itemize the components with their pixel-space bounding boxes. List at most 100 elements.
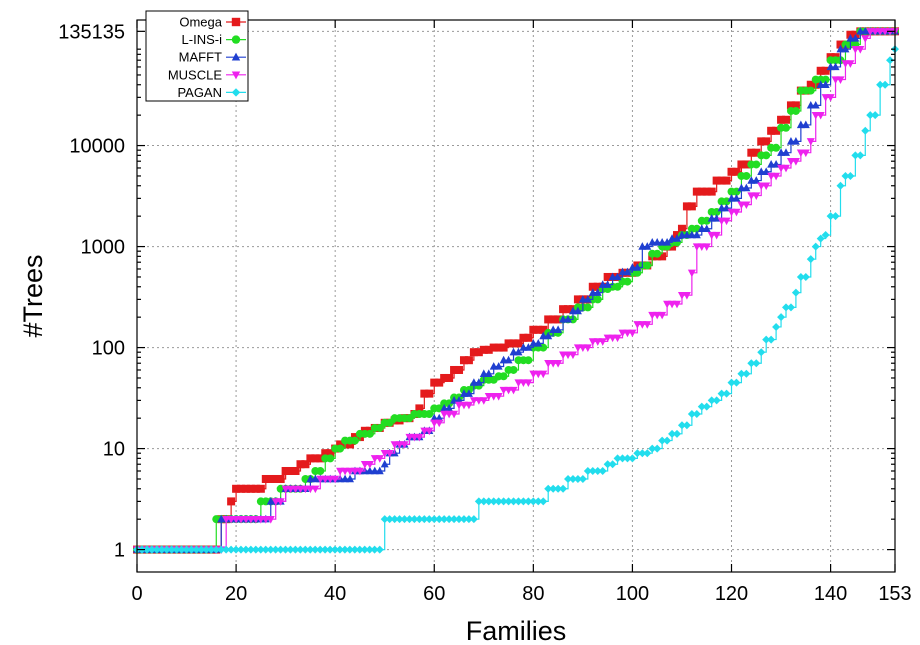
data-point — [167, 545, 176, 554]
data-point — [311, 485, 320, 494]
data-point — [608, 460, 617, 469]
series-mafft — [133, 26, 899, 553]
data-point — [613, 334, 622, 343]
data-point — [628, 329, 637, 338]
data-point — [707, 187, 716, 196]
data-point — [687, 409, 696, 418]
data-point — [752, 148, 761, 157]
data-point — [499, 497, 508, 506]
data-point — [296, 545, 305, 554]
data-point — [326, 545, 335, 554]
data-point — [573, 474, 582, 483]
data-point — [742, 183, 751, 192]
data-point — [256, 545, 265, 554]
data-point — [504, 339, 513, 348]
data-point — [712, 231, 721, 240]
data-point — [455, 395, 464, 404]
data-point — [539, 497, 548, 506]
data-point — [777, 313, 786, 322]
y-tick-label: 1000 — [81, 237, 126, 259]
data-point — [420, 389, 429, 398]
data-point — [207, 545, 216, 554]
data-point — [157, 545, 166, 554]
data-point — [564, 305, 573, 314]
data-point — [464, 356, 473, 365]
data-point — [782, 303, 791, 312]
data-point — [737, 369, 746, 378]
data-point — [707, 396, 716, 405]
data-point — [494, 497, 503, 506]
data-point — [836, 40, 845, 49]
data-point — [455, 365, 464, 374]
data-point — [633, 449, 642, 458]
data-point — [217, 545, 226, 554]
data-point — [316, 466, 325, 475]
y-tick-label: 135135 — [58, 21, 125, 43]
data-point — [742, 160, 751, 169]
x-tick-label: 80 — [522, 583, 544, 605]
data-point — [801, 149, 810, 158]
data-point — [162, 545, 171, 554]
series-line — [137, 30, 895, 551]
data-point — [534, 325, 543, 334]
data-point — [668, 429, 677, 438]
data-point — [737, 160, 746, 169]
data-point — [663, 436, 672, 445]
data-point — [524, 497, 533, 506]
data-point — [251, 484, 260, 493]
data-point — [331, 545, 339, 554]
data-point — [420, 515, 429, 524]
data-point — [415, 404, 424, 413]
data-point — [564, 474, 573, 483]
data-point — [524, 356, 533, 365]
legend-item: L-INS-i — [182, 32, 246, 47]
data-point — [821, 66, 830, 75]
data-point — [786, 303, 795, 312]
data-point — [826, 212, 835, 221]
data-point — [846, 60, 855, 68]
x-tick-label: 20 — [225, 583, 247, 605]
series-pagan — [133, 45, 899, 554]
data-point — [791, 106, 800, 115]
data-point — [494, 393, 503, 401]
data-point — [682, 292, 691, 300]
data-point — [702, 224, 711, 232]
data-point — [286, 466, 295, 475]
series-omega — [133, 27, 899, 554]
data-point — [509, 386, 518, 395]
data-point — [484, 345, 493, 354]
data-point — [425, 409, 434, 418]
data-point — [603, 272, 612, 281]
data-point — [836, 181, 845, 190]
data-point — [638, 449, 647, 458]
data-point — [772, 172, 781, 181]
data-point — [246, 545, 255, 554]
data-point — [340, 545, 349, 554]
data-point — [876, 80, 885, 89]
data-point — [821, 75, 830, 84]
data-point — [504, 355, 513, 364]
data-point — [742, 201, 751, 210]
data-point — [767, 126, 776, 135]
data-point — [415, 515, 424, 524]
data-point — [677, 224, 686, 233]
data-point — [534, 497, 543, 506]
data-point — [489, 497, 498, 506]
data-point — [435, 378, 444, 387]
legend-item: PAGAN — [177, 85, 246, 100]
data-point — [673, 300, 682, 309]
data-point — [732, 208, 741, 217]
data-point — [806, 80, 815, 89]
data-point — [241, 545, 250, 554]
data-point — [455, 515, 464, 524]
data-point — [583, 294, 592, 303]
x-axis-label: Families — [466, 616, 567, 645]
data-point — [544, 484, 553, 493]
data-point — [583, 303, 592, 312]
data-point — [782, 164, 791, 173]
data-point — [836, 76, 845, 84]
data-point — [499, 343, 508, 352]
data-point — [182, 545, 191, 554]
data-point — [192, 545, 201, 554]
data-point — [529, 497, 538, 506]
